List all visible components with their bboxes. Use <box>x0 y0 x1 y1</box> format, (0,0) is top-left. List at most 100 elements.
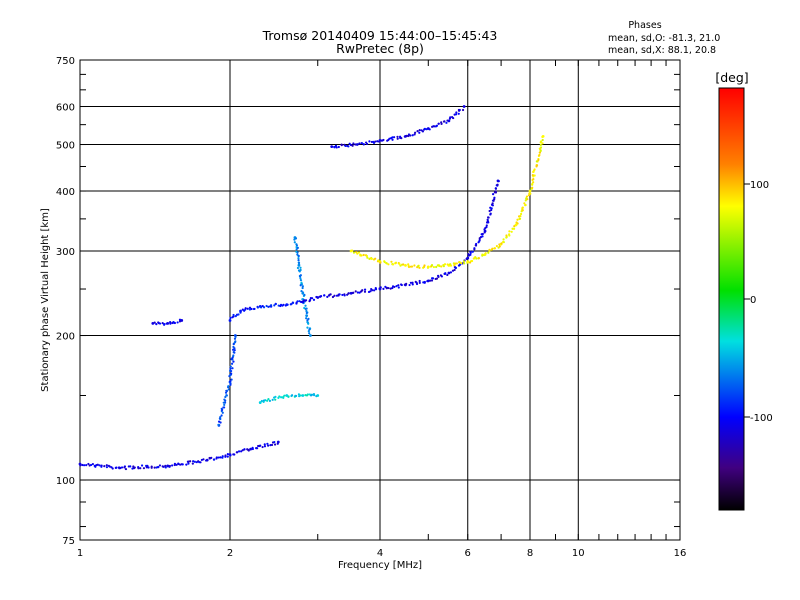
data-point <box>185 463 188 466</box>
data-point <box>528 189 532 193</box>
data-point <box>418 128 421 132</box>
data-point <box>489 212 492 215</box>
data-point <box>171 464 174 467</box>
data-point <box>352 291 355 294</box>
data-point <box>478 238 481 242</box>
data-point <box>446 273 449 277</box>
data-point <box>249 447 253 451</box>
data-point <box>271 398 274 401</box>
data-point <box>467 253 470 256</box>
data-point <box>155 323 158 326</box>
data-point <box>103 465 106 468</box>
data-point <box>539 146 543 149</box>
data-point <box>413 133 416 136</box>
data-point <box>253 307 256 311</box>
data-point <box>158 322 162 325</box>
data-point <box>295 394 298 398</box>
data-point <box>471 250 474 253</box>
data-point <box>312 298 316 301</box>
data-point <box>290 302 293 306</box>
data-point <box>449 116 452 119</box>
data-point <box>263 443 266 446</box>
data-point <box>431 277 435 280</box>
data-point <box>274 302 277 305</box>
data-point <box>229 380 232 383</box>
data-point <box>294 237 298 240</box>
data-point <box>301 300 305 304</box>
data-point <box>507 233 511 236</box>
data-point <box>303 293 306 297</box>
data-point <box>535 160 538 163</box>
data-point <box>525 197 528 200</box>
data-point <box>531 186 534 189</box>
data-point <box>192 460 195 463</box>
data-point <box>541 142 544 145</box>
data-point <box>306 393 309 396</box>
data-point <box>455 262 458 265</box>
data-point <box>485 224 488 227</box>
data-point <box>535 164 539 167</box>
data-point <box>310 393 314 396</box>
data-point <box>393 136 396 139</box>
data-point <box>187 460 190 463</box>
data-point <box>488 209 491 213</box>
data-point <box>234 315 237 318</box>
data-point <box>374 286 377 290</box>
data-point <box>79 464 82 467</box>
data-point <box>539 143 542 147</box>
data-point <box>505 234 508 237</box>
data-point <box>491 202 494 205</box>
data-point <box>415 281 418 284</box>
data-point <box>111 467 114 470</box>
data-point <box>470 259 474 263</box>
data-point <box>283 394 286 397</box>
data-point <box>395 284 398 288</box>
data-point <box>296 300 299 303</box>
data-point <box>164 466 167 469</box>
data-point <box>410 265 414 268</box>
data-point <box>341 293 344 297</box>
data-point <box>532 181 535 184</box>
data-point <box>83 464 86 467</box>
data-point <box>397 284 400 287</box>
data-point <box>230 362 234 365</box>
data-point <box>498 245 501 248</box>
data-point <box>347 292 350 295</box>
data-point <box>408 283 411 287</box>
data-points <box>78 105 545 471</box>
data-point <box>429 279 432 282</box>
data-point <box>512 227 516 230</box>
data-point <box>263 445 267 448</box>
data-point <box>85 464 88 467</box>
data-point <box>232 351 235 354</box>
data-point <box>153 321 156 324</box>
data-point <box>333 146 336 149</box>
data-point <box>531 183 534 186</box>
data-point <box>440 265 443 268</box>
data-point <box>399 264 402 267</box>
data-point <box>521 206 524 209</box>
data-point <box>413 264 416 267</box>
data-point <box>119 466 122 470</box>
data-point <box>230 372 233 375</box>
data-point <box>231 356 234 360</box>
data-point <box>484 226 487 230</box>
data-point <box>461 108 465 112</box>
data-point <box>436 274 440 277</box>
data-point <box>168 464 172 468</box>
data-point <box>229 316 232 320</box>
data-point <box>120 466 124 469</box>
data-point <box>407 263 410 266</box>
data-point <box>354 290 357 293</box>
data-point <box>326 295 329 298</box>
data-point <box>301 291 305 295</box>
data-point <box>472 257 475 260</box>
data-point <box>240 450 243 453</box>
data-point <box>453 264 456 267</box>
data-point <box>278 395 281 398</box>
data-point <box>81 463 84 467</box>
data-point <box>259 306 263 309</box>
data-point <box>481 235 484 238</box>
data-point <box>221 455 224 458</box>
data-point <box>162 465 165 468</box>
